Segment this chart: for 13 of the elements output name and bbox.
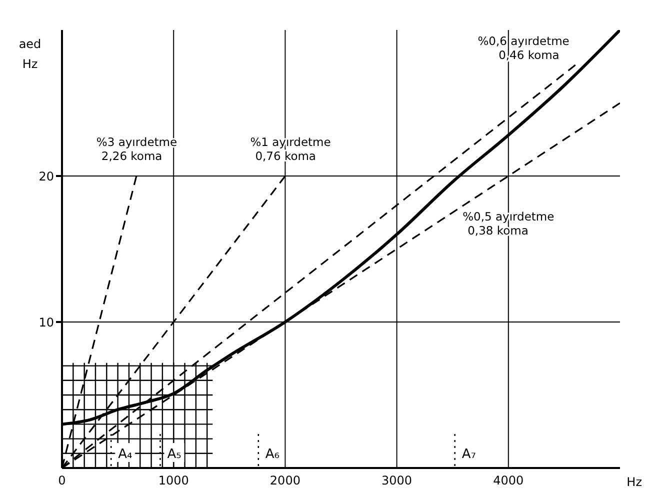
- x-axis-title: Hz: [626, 475, 642, 489]
- ref-line-label: A₆: [265, 447, 280, 462]
- x-tick-label: 1000: [158, 474, 189, 488]
- y-tick-label: 10: [38, 315, 54, 330]
- ref-line-label: A₇: [462, 447, 476, 462]
- ref-line-label: A₄: [118, 447, 132, 462]
- x-tick-label: 0: [58, 474, 66, 488]
- x-tick-label: 4000: [493, 474, 524, 488]
- y-tick-label: 20: [38, 169, 54, 184]
- x-tick-label: 3000: [382, 474, 412, 488]
- ref-line-label: A₅: [167, 447, 182, 462]
- y-axis-title: aed Hz: [18, 37, 42, 71]
- x-tick-label: 2000: [270, 474, 300, 488]
